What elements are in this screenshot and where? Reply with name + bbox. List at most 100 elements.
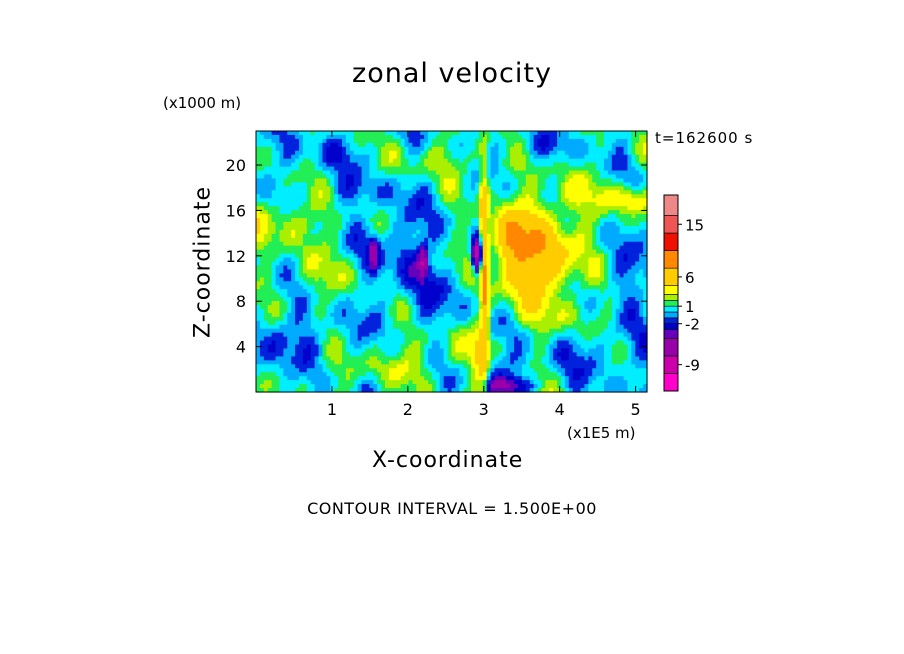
field-cell [279, 233, 284, 239]
field-cell [326, 214, 331, 219]
field-cell [435, 253, 441, 259]
field-cell [553, 221, 558, 227]
field-cell [572, 261, 578, 267]
field-cell [334, 166, 339, 172]
field-cell [639, 170, 644, 176]
field-cell [322, 142, 327, 148]
field-cell [416, 253, 421, 259]
field-cell [291, 198, 296, 203]
field-cell [643, 305, 648, 310]
field-cell [521, 261, 527, 267]
field-cell [338, 221, 343, 227]
field-cell [459, 131, 464, 136]
field-cell [412, 198, 417, 203]
field-cell [263, 182, 269, 187]
field-cell [267, 253, 273, 259]
field-cell [416, 257, 421, 263]
field-cell [318, 261, 324, 267]
field-cell [275, 285, 281, 290]
field-cell [525, 233, 531, 239]
field-cell [369, 138, 374, 144]
field-cell [510, 138, 515, 144]
field-cell [369, 237, 374, 243]
field-cell [639, 221, 644, 227]
field-cell [635, 281, 640, 286]
field-cell [400, 221, 406, 227]
field-cell [459, 221, 464, 227]
field-cell [514, 221, 519, 227]
field-cell [572, 289, 578, 294]
field-cell [553, 166, 558, 172]
field-cell [611, 229, 617, 235]
field-cell [478, 190, 484, 195]
field-cell [506, 162, 511, 168]
field-cell [377, 182, 382, 187]
field-cell [420, 316, 425, 322]
field-cell [627, 190, 632, 195]
field-cell [471, 158, 476, 164]
field-cell [377, 134, 382, 140]
field-cell [541, 305, 546, 310]
field-cell [431, 293, 437, 298]
field-cell [533, 202, 539, 207]
field-cell [345, 265, 351, 270]
field-cell [451, 305, 457, 310]
field-cell [623, 241, 629, 247]
field-cell [404, 214, 410, 219]
field-cell [271, 312, 277, 318]
field-cell [553, 273, 558, 278]
field-cell [463, 154, 468, 160]
field-cell [541, 229, 546, 235]
field-cell [310, 166, 316, 172]
field-cell [400, 186, 406, 191]
field-cell [514, 324, 519, 330]
field-cell [338, 308, 343, 314]
field-cell [525, 320, 531, 326]
field-cell [615, 182, 621, 187]
field-cell [635, 249, 640, 255]
field-cell [361, 158, 367, 164]
field-cell [431, 225, 437, 231]
field-cell [584, 277, 589, 282]
field-cell [267, 218, 273, 223]
field-cell [588, 257, 593, 263]
field-cell [420, 218, 425, 223]
field-cell [643, 146, 648, 152]
field-cell [334, 277, 339, 282]
field-cell [302, 297, 308, 302]
field-cell [541, 221, 546, 227]
field-cell [349, 166, 355, 172]
field-cell [541, 241, 546, 247]
field-cell [549, 281, 554, 286]
field-cell [412, 233, 417, 239]
field-cell [467, 182, 472, 187]
field-cell [291, 221, 296, 227]
field-cell [580, 146, 586, 152]
field-cell [291, 158, 296, 164]
field-cell [568, 158, 574, 164]
field-cell [463, 285, 468, 290]
field-cell [603, 131, 609, 136]
field-cell [326, 269, 331, 274]
field-cell [568, 190, 574, 195]
field-cell [607, 146, 613, 152]
field-cell [275, 146, 281, 152]
field-cell [631, 285, 636, 290]
field-cell [279, 316, 284, 322]
field-cell [568, 186, 574, 191]
field-cell [271, 206, 277, 211]
field-cell [506, 198, 511, 203]
field-cell [263, 198, 269, 203]
field-cell [385, 138, 390, 144]
field-cell [256, 324, 261, 330]
field-cell [295, 265, 300, 270]
field-cell [369, 305, 374, 310]
field-cell [611, 237, 617, 243]
field-cell [349, 210, 355, 215]
field-cell [568, 131, 574, 136]
field-cell [514, 154, 519, 160]
field-cell [435, 194, 441, 199]
field-cell [557, 269, 562, 274]
field-cell [431, 138, 437, 144]
